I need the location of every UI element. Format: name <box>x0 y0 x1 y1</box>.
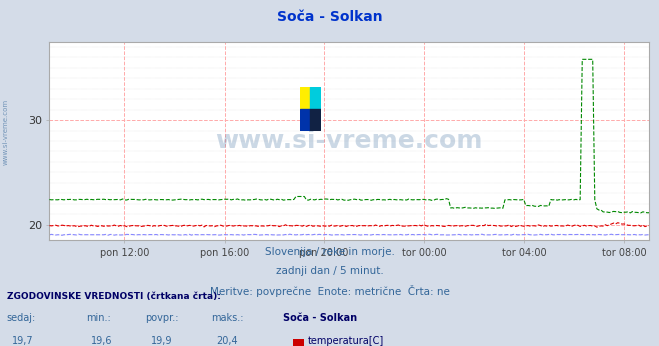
Text: Slovenija / reke in morje.: Slovenija / reke in morje. <box>264 247 395 257</box>
Text: sedaj:: sedaj: <box>7 313 36 323</box>
Text: 19,7: 19,7 <box>13 336 34 346</box>
Text: 19,9: 19,9 <box>151 336 172 346</box>
Text: maks.:: maks.: <box>211 313 243 323</box>
Text: ZGODOVINSKE VREDNOSTI (črtkana črta):: ZGODOVINSKE VREDNOSTI (črtkana črta): <box>7 292 221 301</box>
Text: www.si-vreme.com: www.si-vreme.com <box>2 98 9 165</box>
Text: min.:: min.: <box>86 313 111 323</box>
Bar <box>310 109 321 131</box>
Text: zadnji dan / 5 minut.: zadnji dan / 5 minut. <box>275 266 384 276</box>
Bar <box>310 86 321 109</box>
Text: www.si-vreme.com: www.si-vreme.com <box>215 129 483 153</box>
Text: temperatura[C]: temperatura[C] <box>308 336 384 346</box>
Bar <box>300 109 310 131</box>
Text: Soča - Solkan: Soča - Solkan <box>277 10 382 24</box>
Bar <box>300 86 310 109</box>
Text: povpr.:: povpr.: <box>145 313 179 323</box>
Text: 20,4: 20,4 <box>217 336 238 346</box>
Text: Meritve: povprečne  Enote: metrične  Črta: ne: Meritve: povprečne Enote: metrične Črta:… <box>210 285 449 298</box>
Text: Soča - Solkan: Soča - Solkan <box>283 313 357 323</box>
Text: 19,6: 19,6 <box>92 336 113 346</box>
